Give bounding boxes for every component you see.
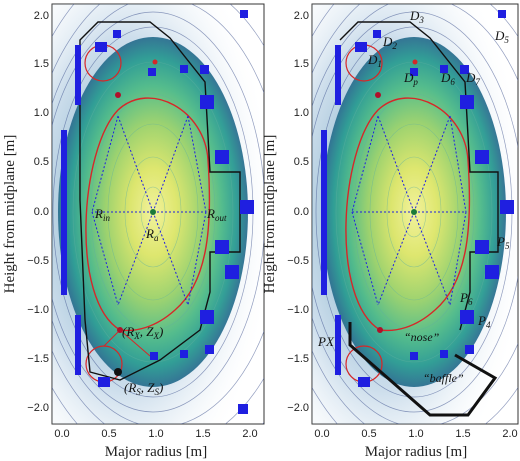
right-x-axis-label: Major radius [m] [365,444,467,460]
svg-text:−1.5: −1.5 [287,353,309,365]
svg-text:2.0: 2.0 [294,10,309,22]
label-ra: Ra [145,226,159,243]
svg-text:1.0: 1.0 [34,107,49,119]
right-flux-map [312,4,518,424]
label-d1: D1 [367,52,382,69]
svg-text:0.0: 0.0 [294,206,309,218]
label-d5: D5 [494,28,509,45]
label-x-point: (RX, ZX) [122,324,163,341]
label-px: PX [317,334,335,349]
label-baffle: “baffle” [423,371,464,385]
left-x-axis-label: Major radius [m] [105,444,207,460]
svg-text:1.0: 1.0 [408,428,423,440]
svg-text:−2.0: −2.0 [27,402,49,414]
vessel-wall-right [339,21,499,331]
svg-text:2.0: 2.0 [502,428,517,440]
label-rin: Rin [94,206,110,223]
strike-point-marker [114,368,122,376]
separatrix-line [85,97,211,332]
svg-text:0.0: 0.0 [314,428,329,440]
left-x-ticks: 0.0 0.5 1.0 1.5 2.0 [54,428,257,440]
x-point-marker [117,327,123,333]
svg-text:1.0: 1.0 [148,428,163,440]
sightlines [91,115,207,306]
right-panel: D1 D2 D3 D5 Dp D6 D7 P5 P6 P4 PX “nose” … [262,3,519,460]
svg-text:1.5: 1.5 [294,58,309,70]
label-dp: Dp [403,70,418,87]
right-x-ticks: 0.0 0.5 1.0 1.5 2.0 [314,428,517,440]
label-p5: P5 [496,234,510,251]
svg-text:0.5: 0.5 [101,428,116,440]
label-p6: P6 [459,290,473,307]
svg-text:0.5: 0.5 [294,156,309,168]
svg-text:1.5: 1.5 [34,58,49,70]
svg-text:1.0: 1.0 [294,107,309,119]
baffle-wall [348,322,498,417]
svg-text:2.0: 2.0 [242,428,257,440]
coil-set [61,10,254,414]
svg-text:−1.0: −1.0 [27,304,49,316]
svg-text:−0.5: −0.5 [27,255,49,267]
left-y-axis-label: Height from midplane [m] [2,135,18,294]
label-d6: D6 [440,70,455,87]
svg-text:−1.5: −1.5 [27,353,49,365]
label-d3: D3 [409,8,424,25]
svg-text:−0.5: −0.5 [287,255,309,267]
svg-text:1.5: 1.5 [455,428,470,440]
right-y-ticks: 2.0 1.5 1.0 0.5 0.0 −0.5 −1.0 −1.5 −2.0 [287,10,309,414]
svg-text:0.5: 0.5 [361,428,376,440]
svg-text:2.0: 2.0 [34,10,49,22]
label-d7: D7 [465,70,480,87]
label-strike-point: (RS, ZS) [124,380,163,397]
right-y-axis-label: Height from midplane [m] [262,135,278,294]
label-rout: Rout [206,206,227,223]
svg-text:1.5: 1.5 [195,428,210,440]
left-flux-map [52,4,264,424]
svg-text:−1.0: −1.0 [287,304,309,316]
vessel-wall [79,21,241,381]
left-panel: Rin Ra Rout (RX, ZX) (RS, ZS) 0.0 0.5 1.… [2,3,265,460]
left-y-ticks: 2.0 1.5 1.0 0.5 0.0 −0.5 −1.0 −1.5 −2.0 [27,10,49,414]
svg-text:0.0: 0.0 [34,206,49,218]
svg-text:−2.0: −2.0 [287,402,309,414]
label-p4: P4 [477,313,491,330]
svg-text:0.0: 0.0 [54,428,69,440]
magnetic-axis-marker [150,209,156,215]
label-nose: “nose” [404,330,440,344]
label-d2: D2 [382,34,397,51]
svg-text:0.5: 0.5 [34,156,49,168]
